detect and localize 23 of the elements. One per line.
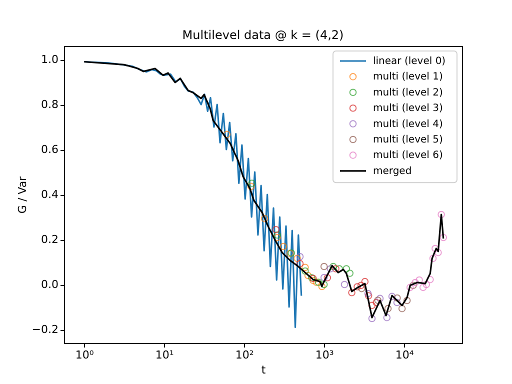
x-tick-label: 10⁰ <box>75 348 94 362</box>
legend-label: multi (level 3) <box>373 103 443 114</box>
y-tick-label: 1.0 <box>41 53 58 66</box>
x-axis-title: t <box>261 364 266 376</box>
legend-label: multi (level 4) <box>373 118 443 130</box>
legend-label: linear (level 0) <box>373 56 446 67</box>
chart-title: Multilevel data @ k = (4,2) <box>182 28 344 42</box>
x-tick-label: 10¹ <box>155 348 174 362</box>
legend-label: merged <box>373 166 412 177</box>
y-tick-label: −0.2 <box>32 323 58 336</box>
legend-label: multi (level 5) <box>373 134 443 146</box>
y-tick-label: 0.8 <box>41 98 58 111</box>
x-tick-label: 10³ <box>315 348 334 362</box>
x-tick-label: 10⁴ <box>395 348 414 362</box>
y-tick-label: 0.4 <box>41 188 58 201</box>
y-tick-label: 0.0 <box>41 278 58 291</box>
legend-label: multi (level 6) <box>373 150 443 162</box>
legend-label: multi (level 2) <box>373 87 443 98</box>
legend-label: multi (level 1) <box>373 72 443 83</box>
y-tick-label: 0.2 <box>41 233 58 246</box>
y-tick-label: 0.6 <box>41 143 58 156</box>
x-tick-label: 10² <box>235 348 254 362</box>
y-axis-title: G / Var <box>16 176 29 214</box>
